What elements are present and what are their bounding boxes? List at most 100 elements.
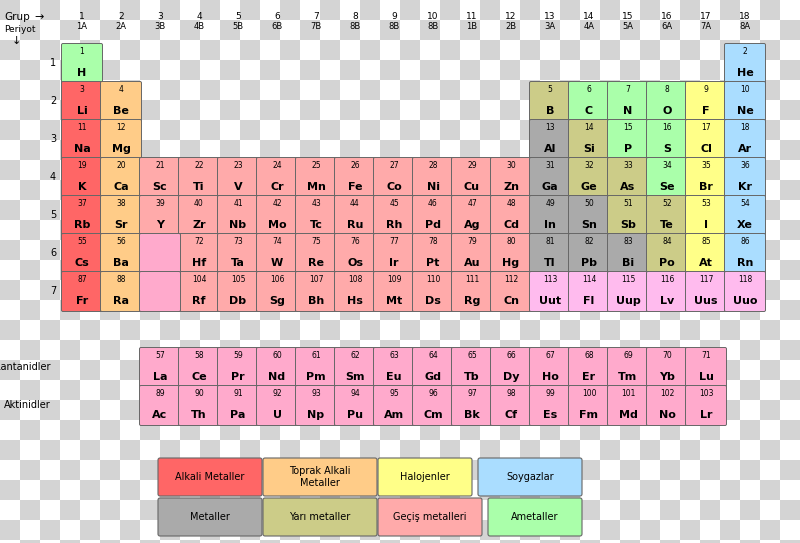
Bar — [520, 500, 540, 520]
Text: Se: Se — [659, 182, 674, 192]
Text: 113: 113 — [543, 275, 557, 285]
Bar — [560, 200, 580, 220]
Bar — [340, 380, 360, 400]
Bar — [480, 300, 500, 320]
Bar — [680, 460, 700, 480]
Bar — [360, 220, 380, 240]
Text: 50: 50 — [584, 199, 594, 209]
FancyBboxPatch shape — [139, 157, 181, 198]
Text: Fm: Fm — [579, 410, 598, 420]
FancyBboxPatch shape — [257, 348, 298, 388]
Text: I: I — [704, 220, 708, 230]
Bar — [600, 180, 620, 200]
Bar — [640, 260, 660, 280]
FancyBboxPatch shape — [378, 498, 482, 536]
Text: 47: 47 — [467, 199, 477, 209]
FancyBboxPatch shape — [374, 157, 414, 198]
Bar — [180, 340, 200, 360]
Bar — [180, 240, 200, 260]
Text: Nb: Nb — [230, 220, 246, 230]
Bar — [780, 540, 800, 543]
Bar — [300, 240, 320, 260]
Bar — [400, 260, 420, 280]
Bar — [340, 520, 360, 540]
Bar — [0, 160, 20, 180]
Text: 2B: 2B — [506, 22, 517, 31]
Bar — [540, 380, 560, 400]
Bar — [340, 220, 360, 240]
Bar — [680, 540, 700, 543]
Bar — [0, 180, 20, 200]
Text: 80: 80 — [506, 237, 516, 247]
Bar — [580, 300, 600, 320]
Bar — [320, 80, 340, 100]
Bar — [420, 180, 440, 200]
Bar — [340, 280, 360, 300]
Bar — [300, 180, 320, 200]
Bar — [300, 340, 320, 360]
Bar — [440, 540, 460, 543]
FancyBboxPatch shape — [257, 272, 298, 312]
Bar — [720, 520, 740, 540]
Bar — [780, 120, 800, 140]
Bar — [180, 320, 200, 340]
Bar — [80, 20, 100, 40]
Bar — [520, 240, 540, 260]
Text: Tm: Tm — [618, 372, 638, 382]
Text: 7: 7 — [50, 287, 56, 296]
Bar — [700, 280, 720, 300]
Bar — [680, 0, 700, 20]
Bar — [620, 440, 640, 460]
Bar — [280, 380, 300, 400]
Bar — [500, 280, 520, 300]
Bar — [260, 440, 280, 460]
Text: 85: 85 — [701, 237, 711, 247]
Bar — [720, 0, 740, 20]
Bar — [740, 160, 760, 180]
Bar — [440, 400, 460, 420]
Bar — [760, 0, 780, 20]
Bar — [380, 20, 400, 40]
Bar — [20, 380, 40, 400]
Bar — [560, 220, 580, 240]
Bar — [540, 480, 560, 500]
Bar — [0, 340, 20, 360]
FancyBboxPatch shape — [218, 348, 258, 388]
Text: 49: 49 — [545, 199, 555, 209]
Bar — [680, 200, 700, 220]
Bar — [280, 420, 300, 440]
Bar — [100, 240, 120, 260]
Bar — [380, 180, 400, 200]
Text: 77: 77 — [389, 237, 399, 247]
Bar — [280, 20, 300, 40]
Bar — [100, 440, 120, 460]
Bar — [100, 520, 120, 540]
Bar — [0, 440, 20, 460]
FancyBboxPatch shape — [725, 43, 766, 84]
Text: Sr: Sr — [114, 220, 128, 230]
Bar — [380, 440, 400, 460]
Bar — [340, 420, 360, 440]
Bar — [260, 460, 280, 480]
Bar — [680, 480, 700, 500]
Bar — [340, 440, 360, 460]
Bar — [180, 40, 200, 60]
Bar — [240, 480, 260, 500]
Bar — [320, 180, 340, 200]
Text: 108: 108 — [348, 275, 362, 285]
FancyBboxPatch shape — [686, 348, 726, 388]
Text: 83: 83 — [623, 237, 633, 247]
Bar — [20, 80, 40, 100]
Bar — [600, 340, 620, 360]
FancyBboxPatch shape — [62, 195, 102, 236]
Bar — [0, 0, 20, 20]
Bar — [140, 480, 160, 500]
Text: 24: 24 — [272, 161, 282, 171]
Bar — [760, 360, 780, 380]
Bar — [500, 0, 520, 20]
Bar — [240, 500, 260, 520]
FancyBboxPatch shape — [295, 157, 337, 198]
Bar — [240, 400, 260, 420]
Bar — [40, 540, 60, 543]
Bar — [560, 540, 580, 543]
